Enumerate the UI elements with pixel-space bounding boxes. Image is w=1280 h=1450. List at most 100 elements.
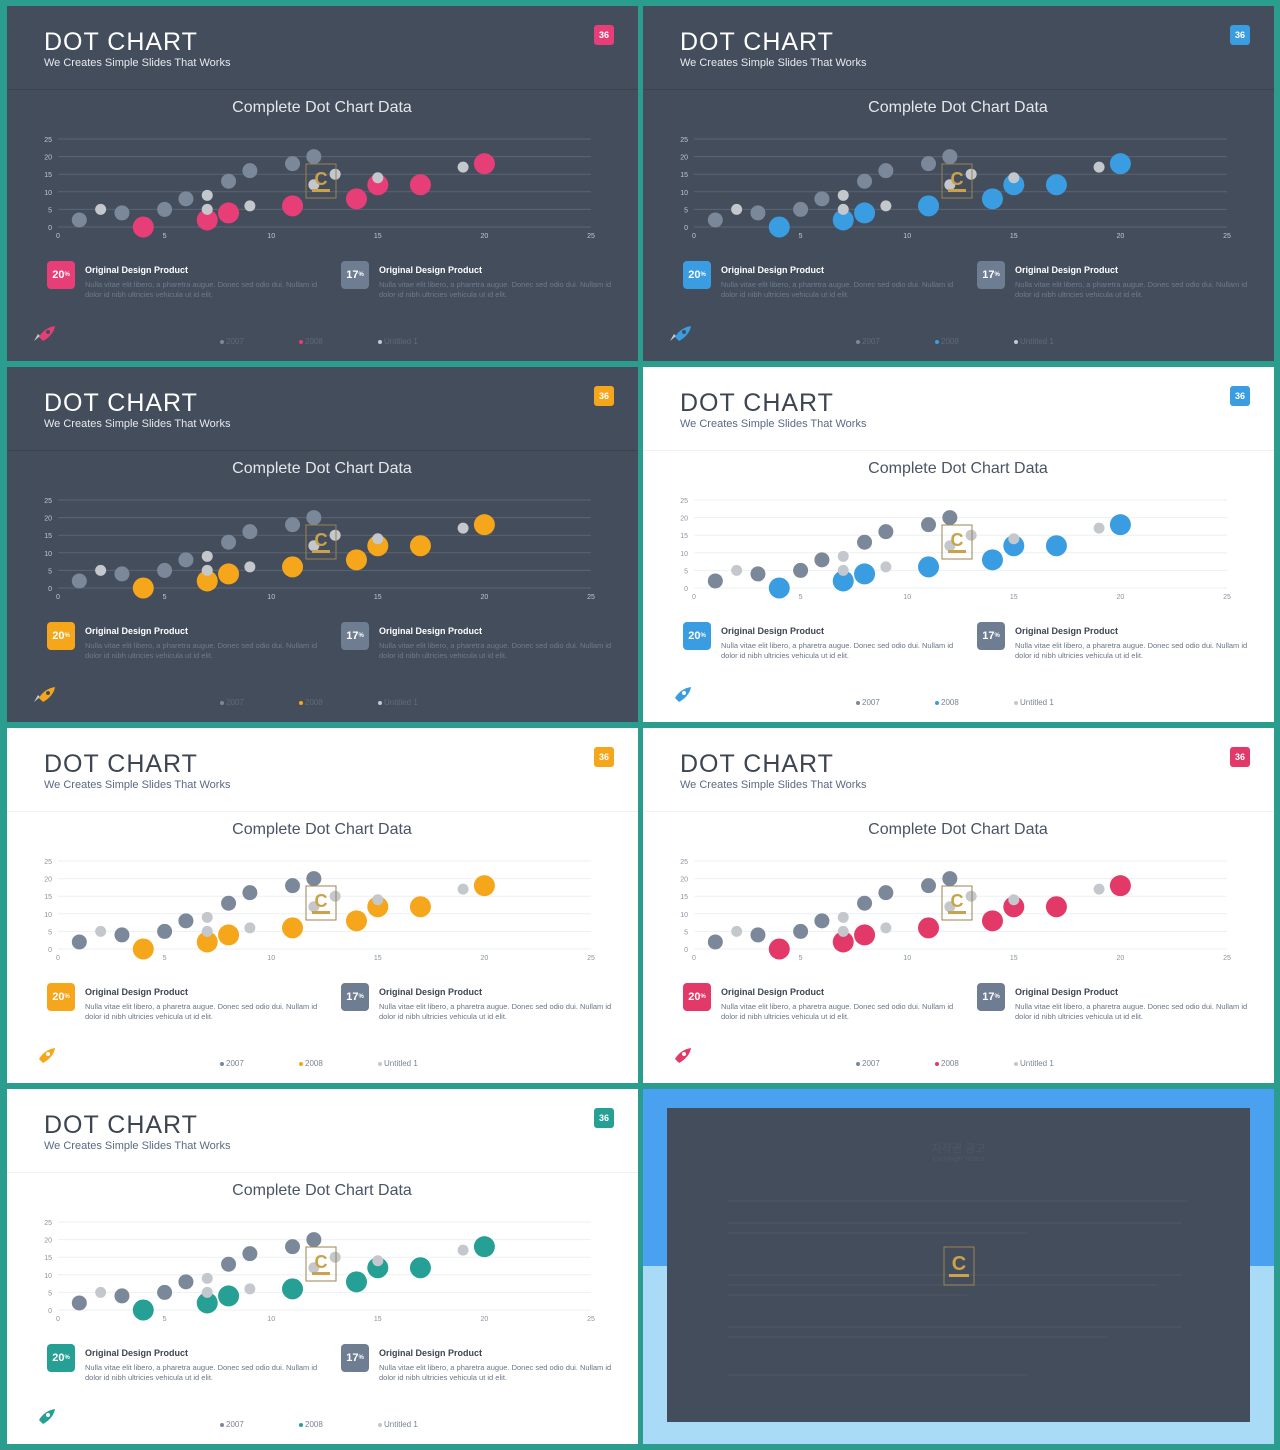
chart-title: Complete Dot Chart Data bbox=[868, 99, 1048, 116]
stat-badge: 17% bbox=[977, 261, 1005, 289]
data-point bbox=[132, 577, 154, 599]
chart-title: Complete Dot Chart Data bbox=[232, 460, 412, 477]
data-point bbox=[832, 209, 854, 231]
data-point bbox=[196, 1292, 218, 1314]
x-tick-label: 10 bbox=[903, 955, 911, 962]
data-point bbox=[95, 925, 107, 937]
y-tick-label: 20 bbox=[680, 155, 688, 162]
data-point bbox=[1109, 153, 1131, 175]
data-point bbox=[707, 212, 723, 228]
x-tick-label: 5 bbox=[799, 233, 803, 240]
data-point bbox=[814, 913, 830, 929]
stat-card: 20% Original Design Product Nulla vitae el… bbox=[683, 622, 953, 672]
data-point bbox=[409, 174, 431, 196]
data-point bbox=[345, 188, 367, 210]
legend-label: 2008 bbox=[941, 698, 959, 707]
legend-item: 2008 bbox=[299, 1059, 323, 1068]
contents-logo-icon: C bbox=[305, 163, 337, 199]
svg-text:C: C bbox=[315, 891, 328, 911]
legend-item: 2007 bbox=[856, 1059, 880, 1068]
data-point bbox=[71, 1295, 87, 1311]
y-tick-label: 5 bbox=[48, 568, 52, 575]
data-point bbox=[880, 200, 892, 212]
data-point bbox=[854, 202, 876, 224]
stat-value: 20 bbox=[52, 1352, 65, 1364]
x-tick-label: 25 bbox=[1223, 233, 1231, 240]
legend-item: 2008 bbox=[935, 698, 959, 707]
legend-dot bbox=[378, 1422, 382, 1427]
y-tick-label: 10 bbox=[44, 1273, 52, 1280]
contents-logo-icon: C bbox=[943, 1246, 975, 1286]
legend-label: 2008 bbox=[305, 1059, 323, 1068]
slide-subtitle: We Creates Simple Slides That Works bbox=[44, 418, 231, 430]
page-number-badge: 36 bbox=[594, 386, 614, 406]
y-tick-label: 25 bbox=[680, 137, 688, 144]
data-point bbox=[857, 895, 873, 911]
y-tick-label: 15 bbox=[44, 1255, 52, 1262]
legend-dot bbox=[220, 1422, 224, 1427]
data-point bbox=[457, 883, 469, 895]
svg-text:C: C bbox=[951, 891, 964, 911]
data-point bbox=[837, 203, 849, 215]
data-point bbox=[114, 1288, 130, 1304]
stat-badge: 20% bbox=[47, 983, 75, 1011]
data-point bbox=[218, 202, 240, 224]
legend-item: 2008 bbox=[935, 337, 959, 346]
data-point bbox=[201, 189, 213, 201]
stat-badge: 17% bbox=[341, 261, 369, 289]
slide: DOT CHART We Creates Simple Slides That W… bbox=[643, 6, 1274, 361]
legend-dot bbox=[856, 339, 860, 344]
legend-dot bbox=[220, 1061, 224, 1066]
copyright-text-line bbox=[727, 1336, 1107, 1338]
data-point bbox=[308, 1262, 320, 1274]
copyright-text-line bbox=[727, 1326, 1182, 1328]
x-tick-label: 25 bbox=[1223, 594, 1231, 601]
data-point bbox=[372, 894, 384, 906]
rocket-icon bbox=[34, 1048, 55, 1063]
svg-text:C: C bbox=[315, 1252, 328, 1272]
data-point bbox=[201, 925, 213, 937]
stat-title: Original Design Product bbox=[85, 1348, 189, 1358]
y-tick-label: 5 bbox=[48, 207, 52, 214]
data-point bbox=[372, 533, 384, 545]
y-tick-label: 20 bbox=[44, 516, 52, 523]
legend-dot bbox=[299, 700, 303, 705]
x-tick-label: 10 bbox=[903, 594, 911, 601]
svg-text:C: C bbox=[315, 530, 328, 550]
data-point bbox=[282, 1278, 304, 1300]
data-point bbox=[132, 216, 154, 238]
data-point bbox=[942, 871, 958, 887]
legend-label: 2008 bbox=[941, 1059, 959, 1068]
data-point bbox=[221, 1256, 237, 1272]
data-point bbox=[244, 200, 256, 212]
slide-title: DOT CHART bbox=[44, 28, 198, 56]
stat-title: Original Design Product bbox=[721, 987, 825, 997]
svg-text:C: C bbox=[952, 1253, 966, 1275]
legend-dot bbox=[1014, 700, 1018, 705]
data-point bbox=[285, 1239, 301, 1255]
y-tick-label: 0 bbox=[684, 225, 688, 232]
x-tick-label: 0 bbox=[56, 233, 60, 240]
x-tick-label: 10 bbox=[267, 233, 275, 240]
data-point bbox=[367, 535, 389, 557]
legend-label: Untitled 1 bbox=[1020, 337, 1054, 346]
data-point bbox=[95, 1286, 107, 1298]
legend-label: 2008 bbox=[941, 337, 959, 346]
legend-label: 2007 bbox=[226, 1059, 244, 1068]
data-point bbox=[409, 1257, 431, 1279]
data-point bbox=[95, 564, 107, 576]
legend-label: 2008 bbox=[305, 337, 323, 346]
data-point bbox=[880, 922, 892, 934]
stat-value: 17 bbox=[346, 991, 359, 1003]
data-point bbox=[244, 561, 256, 573]
data-point bbox=[201, 550, 213, 562]
x-tick-label: 25 bbox=[587, 594, 595, 601]
slide-title: DOT CHART bbox=[680, 28, 834, 56]
data-point bbox=[285, 517, 301, 533]
stat-card: 17% Original Design Product Nulla vitae el… bbox=[341, 261, 611, 311]
legend-label: Untitled 1 bbox=[384, 698, 418, 707]
x-tick-label: 10 bbox=[903, 233, 911, 240]
data-point bbox=[814, 191, 830, 207]
data-point bbox=[308, 179, 320, 191]
data-point bbox=[178, 191, 194, 207]
